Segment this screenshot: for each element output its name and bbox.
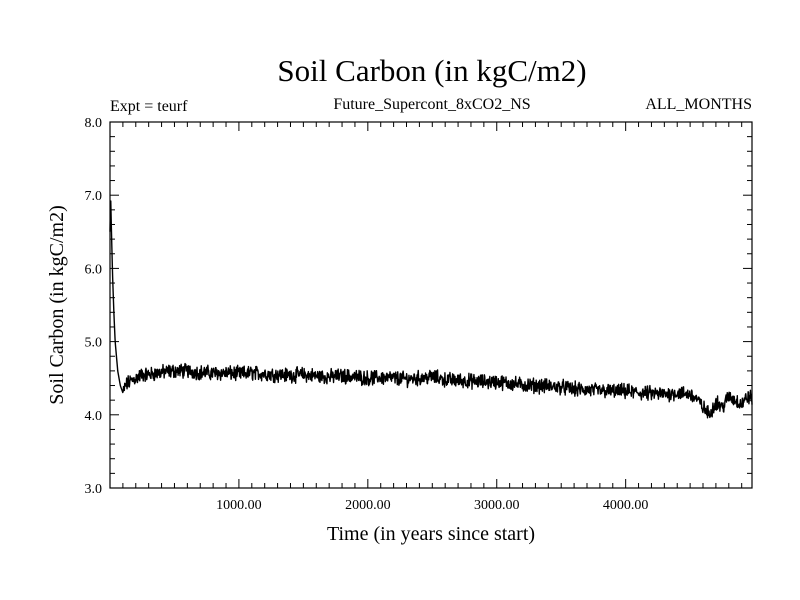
- y-axis-label: Soil Carbon (in kgC/m2): [46, 205, 68, 404]
- y-tick-label: 5.0: [85, 336, 103, 351]
- chart-title: Soil Carbon (in kgC/m2): [277, 53, 586, 88]
- y-tick-label: 4.0: [85, 409, 103, 424]
- x-tick-label: 2000.00: [345, 498, 391, 513]
- y-tick-label: 3.0: [85, 482, 103, 497]
- y-tick-label: 6.0: [85, 262, 103, 277]
- plot-frame: [109, 121, 753, 489]
- x-axis-label: Time (in years since start): [327, 523, 535, 545]
- y-tick-label: 8.0: [85, 116, 103, 131]
- x-tick-label: 3000.00: [474, 498, 520, 513]
- chart-annotation-left: Expt = teurf: [110, 98, 188, 115]
- y-tick-label: 7.0: [85, 189, 103, 204]
- x-tick-label: 1000.00: [216, 498, 262, 513]
- chart-subtitle: Future_Supercont_8xCO2_NS: [333, 96, 530, 113]
- chart-annotation-right: ALL_MONTHS: [645, 96, 752, 113]
- series-line-soil-carbon: [109, 200, 753, 419]
- axis-ticks: [110, 122, 752, 488]
- x-tick-label: 4000.00: [603, 498, 649, 513]
- tick-labels: 1000.00 2000.00 3000.00 4000.00 3.0 4.0 5.0 6.0…: [85, 116, 649, 513]
